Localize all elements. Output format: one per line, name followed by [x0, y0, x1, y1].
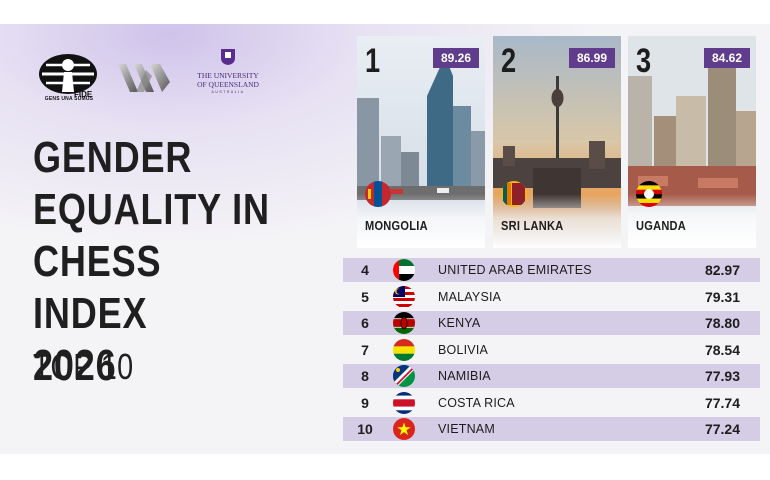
title-line-1: GENDER: [33, 133, 193, 182]
infographic-card: FIDE GENS UNA SUMUS THE UNIVERSITY: [0, 24, 770, 454]
row-country: MALAYSIA: [438, 289, 502, 304]
row-rank: 5: [361, 288, 369, 305]
row-score: 82.97: [704, 262, 740, 278]
malaysia-flag-icon: [393, 285, 415, 308]
mongolia-flag-icon: [365, 181, 391, 207]
row-score: 77.24: [704, 421, 740, 437]
row-rank: 6: [361, 315, 369, 331]
row-rank: 7: [361, 341, 369, 358]
podium-score: 89.26: [432, 48, 479, 68]
row-country: BOLIVIA: [438, 342, 489, 357]
vietnam-flag-icon: [393, 418, 415, 440]
table-row: 6 KENYA 78.80: [343, 311, 760, 335]
w-brand-logo: [116, 58, 174, 98]
row-rank: 4: [361, 262, 369, 278]
row-country: UNITED ARAB EMIRATES: [438, 263, 592, 277]
uq-name-line2: OF QUEENSLAND: [197, 80, 259, 89]
table-row: 5 MALAYSIA 79.31: [343, 285, 760, 309]
row-score: 79.31: [704, 288, 740, 305]
podium-country: SRI LANKA: [501, 218, 564, 233]
row-score: 78.80: [704, 315, 740, 331]
bolivia-flag-icon: [393, 338, 415, 361]
uq-crest-icon: [220, 48, 236, 66]
sri-lanka-flag-icon: [501, 181, 527, 207]
uae-flag-icon: [393, 259, 415, 281]
fide-motto: GENS UNA SUMUS: [44, 96, 94, 102]
row-country: KENYA: [438, 316, 481, 330]
podium-score: 86.99: [568, 48, 615, 68]
podium-card-1: 1 89.26 MONGOLIA: [357, 36, 485, 248]
podium-card-2: 2 86.99 SRI LANKA: [493, 36, 621, 248]
sri-lanka-city-image: [493, 36, 621, 248]
row-score: 77.93: [704, 368, 740, 384]
fide-logo: FIDE: [38, 52, 98, 104]
row-score: 78.54: [704, 341, 740, 358]
row-country: NAMIBIA: [438, 369, 491, 383]
row-country: VIETNAM: [438, 422, 495, 436]
title-line-3: CHESS INDEX: [33, 237, 162, 338]
podium-score: 84.62: [703, 48, 750, 68]
row-score: 77.74: [704, 394, 740, 411]
kenya-flag-icon: [393, 312, 415, 334]
costa-rica-flag-icon: [393, 391, 415, 414]
title-line-4: 2026: [33, 341, 117, 390]
podium-rank: 2: [501, 42, 517, 80]
row-rank: 9: [361, 394, 369, 411]
table-row: 8 NAMIBIA 77.93: [343, 364, 760, 388]
podium-country: UGANDA: [636, 218, 687, 233]
ranking-table: 4 UNITED ARAB EMIRATES 82.97 5: [343, 258, 760, 444]
uq-name-line1: THE UNIVERSITY: [197, 71, 259, 80]
title-line-2: EQUALITY IN: [33, 185, 270, 234]
uganda-flag-icon: [636, 181, 662, 207]
podium-country: MONGOLIA: [365, 218, 428, 233]
page-title: GENDER EQUALITY IN CHESS INDEX 2026: [33, 132, 279, 392]
row-rank: 10: [357, 421, 373, 437]
svg-text:FIDE: FIDE: [74, 90, 93, 99]
podium-card-3: 3 84.62 UGANDA: [628, 36, 756, 248]
table-row: 7 BOLIVIA 78.54: [343, 338, 760, 362]
uq-country: AUSTRALIA: [211, 90, 245, 94]
row-rank: 8: [361, 368, 369, 384]
table-row: 4 UNITED ARAB EMIRATES 82.97: [343, 258, 760, 282]
namibia-flag-icon: [393, 365, 415, 387]
podium-rank: 1: [365, 42, 381, 80]
table-row: 9 COSTA RICA 77.74: [343, 391, 760, 415]
subtitle: TOP 10: [33, 346, 134, 387]
row-country: COSTA RICA: [438, 395, 515, 410]
uq-logo: THE UNIVERSITY OF QUEENSLAND AUSTRALIA: [196, 48, 260, 108]
table-row: 10 VIETNAM 77.24: [343, 417, 760, 441]
podium-rank: 3: [636, 42, 652, 80]
